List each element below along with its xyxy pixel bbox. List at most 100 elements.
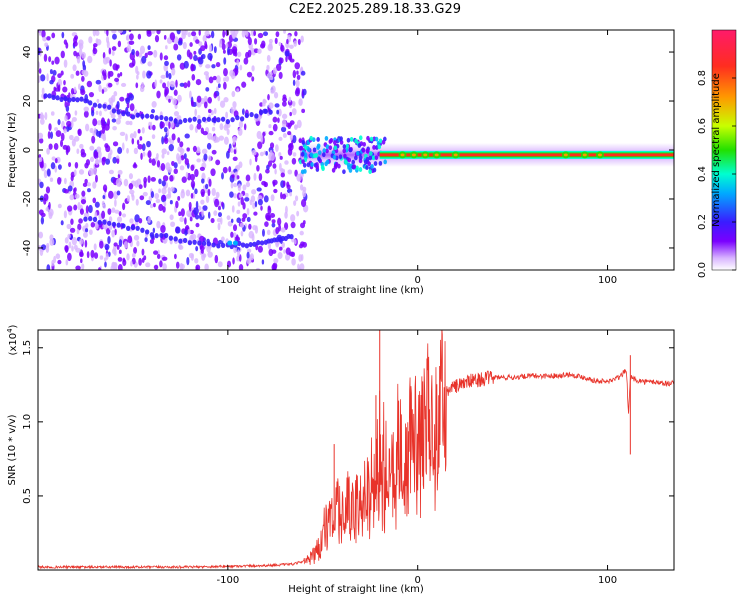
noise-speck (127, 235, 133, 244)
carrier-onset-blob (309, 152, 314, 158)
noise-speck (166, 151, 170, 156)
trace-blob (248, 241, 253, 248)
noise-speck (173, 89, 178, 96)
noise-speck (217, 261, 223, 268)
trace-blob (263, 108, 269, 114)
noise-speck (63, 59, 68, 68)
noise-speck (302, 241, 308, 248)
noise-speck (294, 195, 299, 202)
noise-speck (239, 222, 245, 228)
snr-x-tick-label: 0 (415, 575, 421, 586)
noise-speck (84, 239, 88, 248)
noise-speck (180, 208, 185, 217)
noise-speck (156, 153, 159, 159)
noise-speck (231, 90, 236, 98)
noise-speck (60, 70, 64, 76)
noise-speck (287, 169, 293, 175)
noise-speck (48, 143, 53, 150)
noise-speck (197, 114, 201, 120)
noise-speck (51, 156, 56, 161)
noise-speck (71, 117, 77, 122)
noise-speck (173, 36, 179, 45)
noise-speck (285, 55, 288, 63)
noise-speck (201, 252, 206, 261)
noise-speck (86, 80, 93, 88)
noise-speck (107, 82, 113, 88)
noise-speck (182, 41, 187, 50)
noise-speck (41, 30, 46, 38)
noise-speck (211, 187, 216, 197)
noise-speck (201, 178, 205, 184)
noise-speck (149, 203, 154, 209)
noise-speck (277, 217, 282, 226)
noise-speck (284, 50, 290, 57)
noise-speck (289, 191, 292, 197)
colorbar-tick-label: 0.8 (697, 70, 708, 86)
noise-speck (189, 90, 192, 100)
noise-speck (188, 52, 193, 60)
trace-blob (135, 225, 140, 231)
noise-speck (129, 189, 135, 195)
noise-speck (227, 47, 230, 56)
trace-blob (240, 242, 246, 248)
noise-speck (244, 197, 250, 202)
noise-speck (80, 148, 85, 156)
carrier-onset-blob (333, 140, 337, 145)
noise-speck (194, 214, 200, 220)
noise-speck (183, 60, 189, 69)
trace-blob (130, 224, 136, 230)
noise-speck (217, 94, 221, 102)
noise-speck (116, 158, 120, 164)
noise-speck (109, 59, 112, 67)
noise-speck (129, 103, 135, 112)
noise-speck (291, 258, 296, 266)
trace-blob (43, 93, 48, 99)
trace-blob (102, 103, 107, 109)
noise-speck (232, 156, 238, 162)
noise-speck (225, 111, 228, 119)
noise-speck (160, 162, 166, 172)
noise-speck (139, 45, 145, 55)
noise-speck (57, 119, 61, 126)
noise-speck (297, 38, 301, 46)
snr-x-tick-label: -100 (216, 575, 239, 586)
trace-blob (79, 96, 84, 102)
noise-speck (38, 137, 44, 144)
trace-blob (97, 103, 102, 109)
trace-blob (197, 240, 202, 246)
noise-speck (296, 119, 302, 129)
noise-speck (159, 52, 163, 61)
noise-speck (201, 53, 206, 60)
noise-speck (101, 89, 105, 94)
noise-speck (171, 133, 176, 141)
noise-speck (104, 261, 107, 268)
noise-speck (192, 145, 198, 153)
noise-speck (238, 264, 244, 270)
trace-blob (268, 109, 273, 115)
noise-speck (185, 189, 191, 197)
noise-speck (219, 123, 224, 131)
noise-speck (217, 212, 222, 218)
noise-speck (186, 147, 190, 152)
noise-speck (112, 261, 117, 268)
noise-speck (177, 94, 182, 103)
trace-blob (59, 96, 64, 103)
noise-speck (116, 244, 120, 250)
noise-speck (272, 116, 278, 123)
noise-speck (66, 223, 72, 230)
noise-speck (81, 52, 86, 59)
noise-speck (273, 257, 279, 264)
noise-speck (288, 96, 292, 103)
carrier-onset-blob (371, 155, 376, 161)
trace-blob (106, 220, 112, 226)
noise-speck (233, 149, 237, 155)
noise-speck (76, 229, 80, 235)
noise-speck (71, 245, 74, 252)
noise-speck (73, 50, 78, 57)
noise-speck (287, 147, 293, 156)
noise-speck (99, 240, 104, 249)
noise-speck (191, 74, 196, 81)
noise-speck (231, 46, 238, 54)
trace-blob (168, 116, 174, 122)
noise-speck (170, 221, 176, 228)
